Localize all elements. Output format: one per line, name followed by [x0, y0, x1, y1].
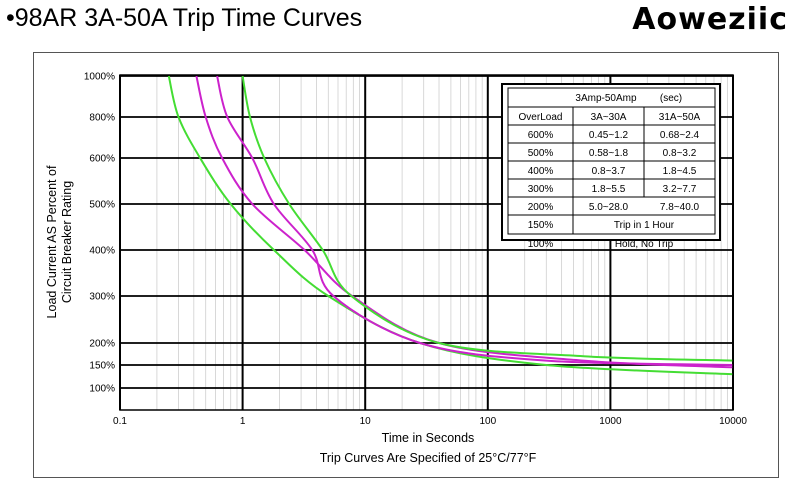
x-tick-label: 1	[240, 416, 246, 427]
table-cell: 400%	[528, 166, 554, 177]
x-tick-label: 0.1	[113, 416, 127, 427]
page-title: •98AR 3A-50A Trip Time Curves	[6, 4, 363, 32]
y-tick-label: 1000%	[84, 72, 115, 83]
table-cell: 600%	[528, 130, 554, 141]
table-cell: 0.68~2.4	[660, 130, 700, 141]
table-cell: 1.8~5.5	[592, 184, 626, 195]
trip-curve-line	[195, 75, 734, 369]
table-cell: 0.58~1.8	[589, 148, 629, 159]
plot-area-border	[119, 74, 734, 411]
y-tick-label: 400%	[89, 246, 115, 257]
y-tick-labels: 100% 150% 200% 300% 400% 500% 600% 800% 1000%	[84, 72, 115, 395]
x-tick-label: 10	[360, 416, 372, 427]
x-tick-labels: 0.1 1 10 100 1000 10000	[113, 416, 747, 427]
table-header-cell: 31A~50A	[659, 112, 701, 123]
x-tick-label: 100	[479, 416, 496, 427]
table-cell: 0.8~3.7	[592, 166, 626, 177]
chart-frame	[33, 52, 779, 478]
x-axis-note: Trip Curves Are Specified of 25°C/77°F	[320, 451, 537, 465]
trip-band-area	[168, 76, 734, 375]
table-cell: 5.0~28.0	[589, 202, 629, 213]
y-axis-label-line: Circuit Breaker Rating	[60, 181, 74, 303]
table-cell: 7.8~40.0	[660, 202, 700, 213]
table-cell: 100%	[528, 239, 554, 250]
y-axis-label-line: Load Current AS Percent of	[45, 165, 59, 318]
table-cell: 300%	[528, 184, 554, 195]
trip-time-table: 3Amp-50Amp (sec) OverLoad 3A~30A 31A~50A 600%…	[501, 83, 721, 250]
table-cell: 0.8~3.2	[663, 148, 697, 159]
table-cell: 500%	[528, 148, 554, 159]
brand-logo: Aoweziic	[632, 2, 788, 37]
table-cell: 1.8~4.5	[663, 166, 697, 177]
table-cell: 0.45~1.2	[589, 130, 629, 141]
y-tick-label: 150%	[89, 361, 115, 372]
table-cell: Trip in 1 Hour	[614, 220, 675, 231]
trip-curve-line	[241, 75, 734, 362]
x-tick-label: 1000	[599, 416, 622, 427]
trip-band-fill	[168, 76, 734, 375]
trip-curves	[167, 75, 734, 376]
y-axis-label: Load Current AS Percent ofCircuit Breake…	[45, 165, 74, 318]
table-header-cell: OverLoad	[519, 112, 563, 123]
table-cell: 150%	[528, 220, 554, 231]
table-unit: (sec)	[660, 93, 682, 104]
y-tick-label: 800%	[89, 113, 115, 124]
y-tick-label: 300%	[89, 292, 115, 303]
y-tick-label: 600%	[89, 154, 115, 165]
table-outer-border	[501, 83, 721, 241]
y-tick-label: 100%	[89, 384, 115, 395]
x-axis-label: Time in Seconds	[382, 431, 475, 445]
trip-curve-line	[167, 75, 734, 376]
x-tick-label: 10000	[719, 416, 747, 427]
trip-curve-line	[216, 75, 734, 366]
table-cell: 200%	[528, 202, 554, 213]
table-cell: Hold, No Trip	[615, 239, 674, 250]
table-title: 3Amp-50Amp	[575, 93, 637, 104]
y-tick-label: 200%	[89, 339, 115, 350]
table-cell: 3.2~7.7	[663, 184, 697, 195]
table-header-cell: 3A~30A	[591, 112, 627, 123]
y-tick-label: 500%	[89, 200, 115, 211]
plot-border	[119, 74, 734, 411]
